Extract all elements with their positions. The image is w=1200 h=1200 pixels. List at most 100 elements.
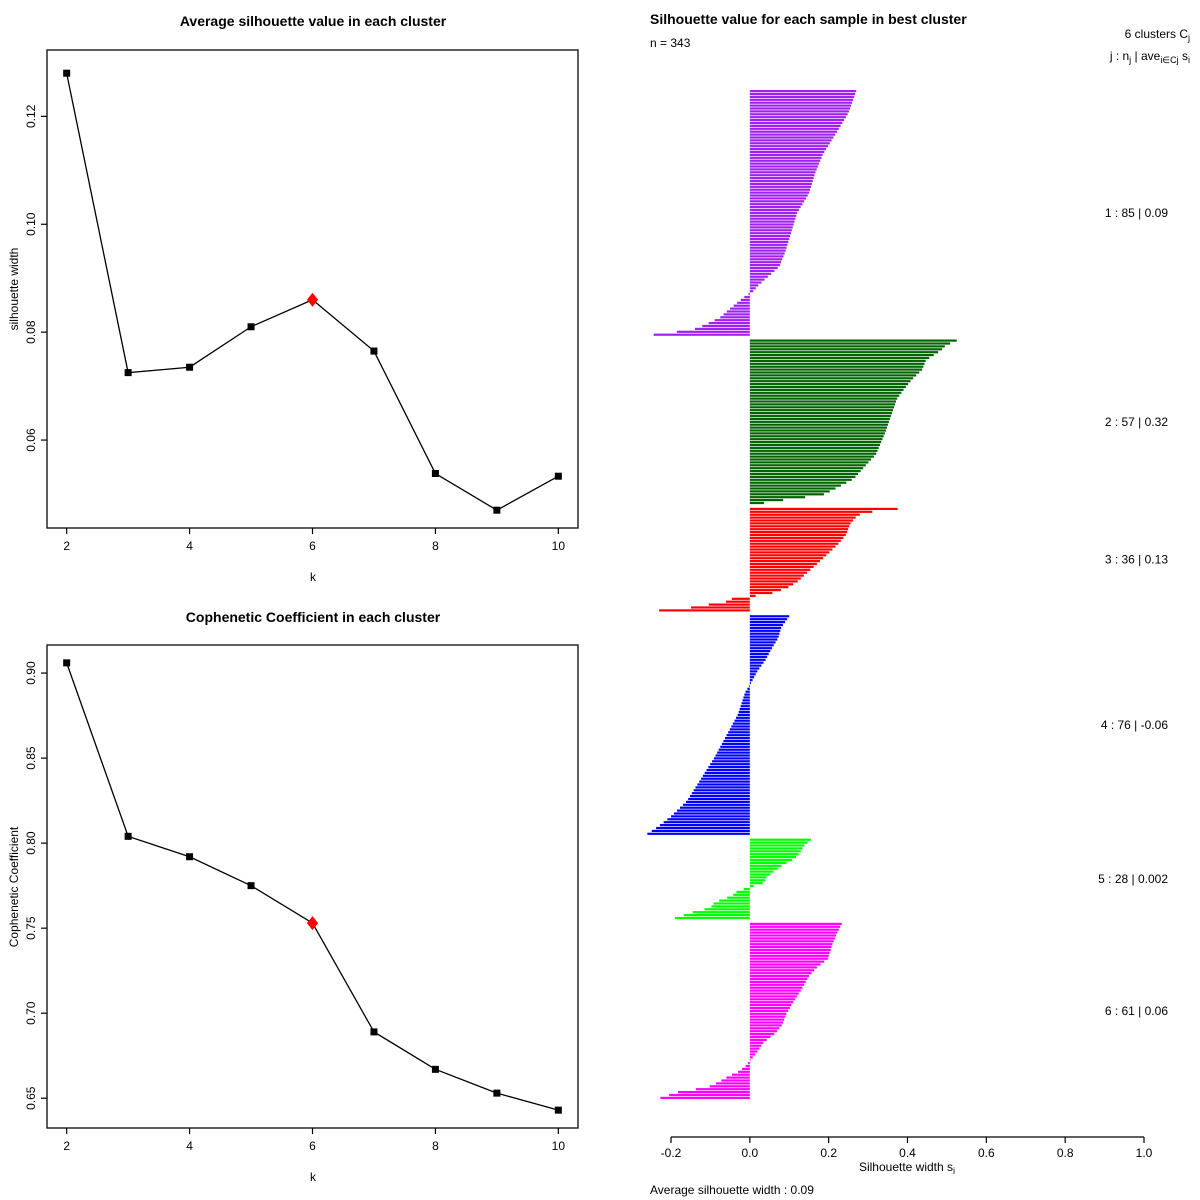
cluster-1-bar xyxy=(748,293,750,296)
cluster-2-bar xyxy=(749,475,856,478)
cluster-3-bar xyxy=(749,548,833,551)
cluster-1-bar xyxy=(749,121,843,125)
highlight-marker xyxy=(306,292,319,307)
y-tick-label: 0.12 xyxy=(24,104,38,128)
data-point-marker xyxy=(370,1028,378,1036)
cluster-4-bar xyxy=(647,832,750,835)
cluster-1-bar xyxy=(749,214,797,217)
x-tick-label: 6 xyxy=(309,539,316,553)
cluster-6-bar xyxy=(749,977,808,981)
cluster-2-bar xyxy=(749,354,934,357)
cluster-2-bar xyxy=(749,380,911,383)
cluster-5-bar xyxy=(713,902,750,905)
cluster-6-bar xyxy=(749,992,799,995)
cluster-4-bar xyxy=(726,734,750,737)
cluster-6-bar xyxy=(749,1053,756,1056)
cluster-2-bar xyxy=(749,348,943,351)
cluster-5-bar xyxy=(749,861,787,864)
cluster-1-bar xyxy=(749,133,836,136)
cluster-4-bar xyxy=(749,632,780,635)
cluster-6-bar xyxy=(749,1059,751,1062)
cluster-6-bar xyxy=(749,934,837,937)
cluster-6-bar xyxy=(749,1056,753,1059)
cluster-3-bar xyxy=(749,516,856,519)
cluster-1-bar xyxy=(749,113,848,116)
cluster-1-bar xyxy=(749,177,814,180)
avg-silhouette-xlabel: k xyxy=(310,570,317,584)
x-tick-label: 0.0 xyxy=(741,1146,758,1160)
cluster-6-bar xyxy=(749,986,803,989)
data-point-marker xyxy=(431,1065,439,1073)
cluster-4-bar xyxy=(706,768,750,772)
cluster-6-bar xyxy=(749,1001,794,1004)
cluster-6-bar xyxy=(749,1009,789,1012)
cluster-6-bar xyxy=(749,983,805,986)
cluster-4-bar xyxy=(701,777,750,780)
cluster-5-bar xyxy=(749,879,766,882)
cluster-4-bar xyxy=(691,792,750,795)
cluster-4-bar xyxy=(689,795,750,798)
cluster-3-bar xyxy=(749,577,801,580)
data-point-marker xyxy=(247,323,255,331)
cluster-4-bar xyxy=(749,641,776,644)
cluster-2-bar xyxy=(749,339,957,342)
cluster-6-bar xyxy=(748,1062,750,1065)
cluster-4-bar xyxy=(749,644,774,647)
x-tick-label: 10 xyxy=(552,1139,566,1153)
x-tick-label: -0.2 xyxy=(661,1146,682,1160)
cluster-6-bar xyxy=(741,1067,750,1070)
data-point-marker xyxy=(63,659,71,667)
cluster-1-bar xyxy=(653,333,750,336)
cluster-2-bar xyxy=(749,493,824,496)
data-point-marker xyxy=(124,832,132,840)
cluster-1-bar xyxy=(749,119,845,122)
cluster-6-bar xyxy=(749,1050,758,1053)
cluster-3-bar xyxy=(749,565,814,568)
cluster-5-bar xyxy=(749,850,801,853)
silhouette-footer: Average silhouette width : 0.09 xyxy=(650,1183,814,1197)
cluster-1-bar xyxy=(749,278,765,281)
cluster-1-bar xyxy=(749,98,854,101)
cluster-2-bar xyxy=(749,362,925,365)
cluster-1-bar xyxy=(676,330,750,333)
cluster-2-bar xyxy=(749,345,945,348)
cluster-1-bar xyxy=(749,194,808,197)
cluster-4-bar xyxy=(734,719,750,722)
cluster-5-bar xyxy=(719,899,750,902)
cluster-2-bar xyxy=(749,446,879,449)
cluster-1-bar xyxy=(749,246,787,249)
cluster-1-bar xyxy=(749,232,791,235)
cluster-1-bar xyxy=(730,307,750,310)
cluster-1-bar xyxy=(740,298,750,301)
cluster-2-bar xyxy=(749,394,900,397)
cluster-3-bar xyxy=(749,536,844,539)
silhouette-bars: 1 : 85 | 0.09 2 : 57 | 0.32 3 : 36 | 0.13 4… xyxy=(647,90,1168,1160)
cluster-3-label: 3 : 36 | 0.13 xyxy=(1105,553,1168,567)
cluster-4-bar xyxy=(651,829,750,832)
cluster-6-bar xyxy=(749,963,821,966)
cluster-1-bar xyxy=(749,237,790,241)
cluster-1-bar xyxy=(714,319,750,322)
cluster-1-bar xyxy=(749,258,783,261)
cluster-6-bar xyxy=(749,951,830,954)
cluster-4-bar xyxy=(731,725,750,728)
cluster-4-bar xyxy=(749,652,769,656)
data-point-marker xyxy=(554,472,562,480)
cluster-4-bar xyxy=(742,699,750,702)
silhouette-title: Silhouette value for each sample in best… xyxy=(650,11,967,27)
cluster-6-bar xyxy=(669,1093,750,1097)
cluster-1-bar xyxy=(749,223,794,226)
cluster-4-bar xyxy=(695,786,750,789)
cophenetic-panel: Cophenetic Coefficient in each cluster k… xyxy=(7,609,579,1184)
cluster-1-bar xyxy=(749,197,806,200)
cluster-6-bar xyxy=(678,1091,750,1094)
cluster-3-bar xyxy=(749,528,849,531)
cluster-1-bar xyxy=(749,139,832,142)
cluster-1-bar xyxy=(749,148,827,151)
cluster-5-bar xyxy=(736,890,750,893)
cluster-1-bar xyxy=(749,229,792,232)
cluster-6-bar xyxy=(749,928,839,931)
cluster-5-bar xyxy=(749,864,782,867)
cluster-2-bar xyxy=(749,412,892,415)
cluster-3-bar xyxy=(749,586,789,589)
